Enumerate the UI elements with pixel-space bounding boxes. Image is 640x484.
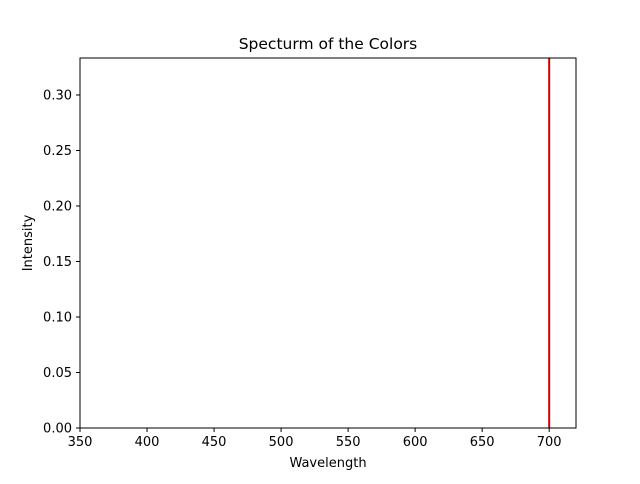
x-tick-label: 450	[202, 435, 227, 450]
y-tick-label: 0.15	[43, 255, 72, 270]
y-tick-label: 0.00	[43, 422, 72, 437]
y-ticks: 0.00 0.05 0.10 0.15 0.20 0.25 0.30	[43, 88, 80, 437]
y-tick-label: 0.25	[43, 144, 72, 159]
y-tick-label: 0.30	[43, 88, 72, 103]
y-axis-label: Intensity	[21, 214, 36, 271]
x-tick-label: 500	[269, 435, 294, 450]
x-tick-label: 350	[68, 435, 93, 450]
plot-area	[80, 58, 576, 428]
x-tick-label: 400	[135, 435, 160, 450]
x-tick-label: 700	[537, 435, 562, 450]
x-tick-label: 600	[403, 435, 428, 450]
x-tick-label: 650	[470, 435, 495, 450]
plot-frame	[79, 57, 577, 429]
x-tick-label: 550	[336, 435, 361, 450]
chart-title: Specturm of the Colors	[239, 35, 418, 53]
y-tick-label: 0.10	[43, 310, 72, 325]
x-ticks: 350 400 450 500 550 600 650 700	[68, 428, 562, 450]
y-tick-label: 0.05	[43, 366, 72, 381]
x-axis-label: Wavelength	[289, 456, 366, 471]
y-tick-label: 0.20	[43, 199, 72, 214]
